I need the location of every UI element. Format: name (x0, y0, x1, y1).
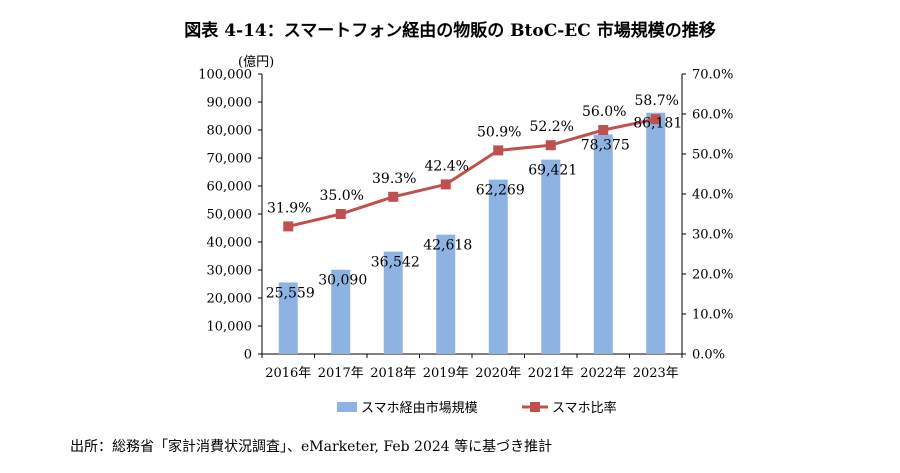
y-tick-label-left: 100,000 (198, 68, 252, 83)
y-tick-label-left: 20,000 (207, 292, 253, 307)
y-tick-label-right: 10.0% (692, 308, 733, 323)
line-marker (283, 221, 294, 232)
line-marker (388, 191, 399, 202)
y-tick-label-left: 0 (244, 348, 252, 363)
line-marker (440, 179, 451, 190)
y-tick-label-right: 0.0% (692, 348, 725, 363)
y-tick-label-right: 70.0% (692, 68, 733, 83)
x-tick-label: 2018年 (370, 366, 416, 381)
y-tick-label-left: 60,000 (207, 180, 253, 195)
y-tick-label-right: 20.0% (692, 268, 733, 283)
x-tick-label: 2023年 (633, 366, 679, 381)
legend-swatch-marker (530, 402, 540, 412)
x-tick-label: 2017年 (318, 366, 364, 381)
bar (436, 234, 456, 354)
line-marker (598, 125, 609, 135)
x-tick-label: 2020年 (475, 366, 521, 381)
bar-value-label: 86,181 (633, 116, 682, 132)
y-tick-label-left: 30,000 (207, 264, 253, 279)
y-tick-label-left: 40,000 (207, 236, 253, 251)
bar-value-label: 69,421 (528, 163, 577, 179)
bar (593, 134, 613, 354)
bar-value-label: 78,375 (581, 138, 630, 154)
line-value-label: 39.3% (372, 171, 416, 187)
bar-value-label: 30,090 (318, 273, 367, 289)
y-tick-label-left: 70,000 (207, 152, 253, 167)
legend-label-bar: スマホ経由市場規模 (361, 400, 478, 416)
chart-title: 図表 4-14：スマートフォン経由の物販の BtoC-EC 市場規模の推移 (184, 21, 716, 41)
line-value-label: 31.9% (267, 200, 311, 216)
line-marker (545, 140, 556, 151)
x-tick-label: 2016年 (265, 366, 311, 381)
bar-value-label: 62,269 (476, 183, 525, 199)
line-value-label: 42.4% (425, 158, 469, 174)
y-tick-label-right: 60.0% (692, 108, 733, 123)
y-tick-label-left: 80,000 (207, 124, 253, 139)
x-tick-label: 2022年 (580, 366, 626, 381)
y-tick-label-left: 50,000 (207, 208, 253, 223)
x-tick-label: 2021年 (528, 366, 574, 381)
source-note: 出所：総務省「家計消費状況調査」、eMarketer, Feb 2024 等に基… (70, 439, 553, 455)
legend-label-line: スマホ比率 (552, 400, 617, 416)
bar (646, 112, 666, 354)
line-value-label: 56.0% (582, 104, 626, 120)
line-value-label: 58.7% (635, 93, 679, 109)
line-marker (493, 145, 504, 156)
bar (331, 269, 351, 354)
line-marker (650, 114, 661, 125)
bar-value-label: 25,559 (266, 285, 315, 301)
bar (278, 282, 298, 354)
bar-value-label: 36,542 (371, 255, 420, 271)
y-tick-label-right: 40.0% (692, 188, 733, 203)
line-marker (335, 209, 346, 219)
legend-swatch-bar (337, 402, 357, 412)
x-tick-label: 2019年 (423, 366, 469, 381)
ratio-line (287, 117, 657, 228)
line-value-label: 52.2% (530, 119, 574, 135)
y-tick-label-right: 30.0% (692, 228, 733, 243)
bar-value-label: 42,618 (423, 238, 472, 254)
line-value-label: 35.0% (320, 188, 364, 204)
y-tick-label-left: 10,000 (207, 320, 253, 335)
bar (488, 179, 508, 354)
bar (383, 251, 403, 354)
line-value-label: 50.9% (477, 124, 521, 140)
y-tick-label-right: 50.0% (692, 148, 733, 163)
y-axis-unit-label: (億円) (238, 54, 274, 70)
bar (541, 159, 561, 354)
y-tick-label-left: 90,000 (207, 96, 253, 111)
